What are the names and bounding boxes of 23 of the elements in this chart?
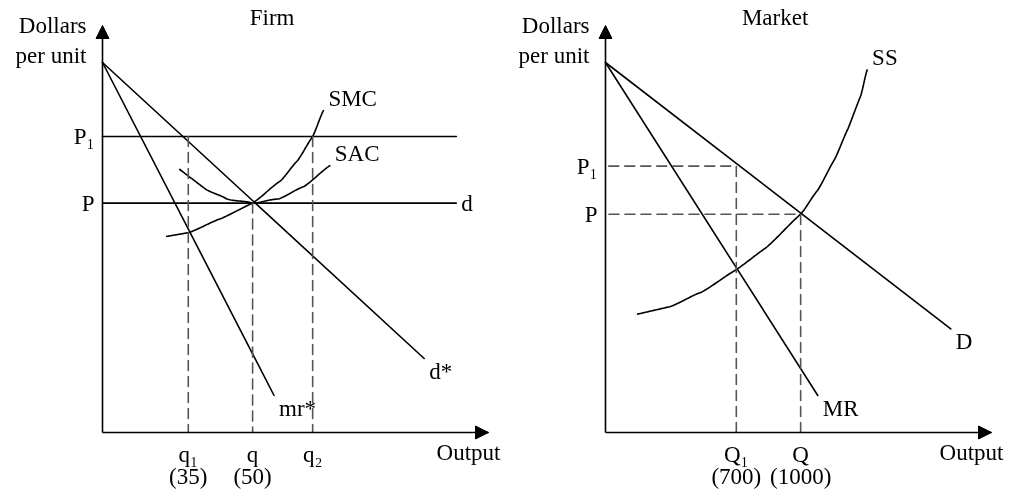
x-tick-label: q (50)	[233, 441, 272, 489]
x-axis-title: Output	[436, 439, 502, 465]
series-label: P₁	[576, 153, 598, 179]
series-label: MR	[822, 395, 860, 421]
x-tick-label: q₁ (35)	[169, 441, 208, 489]
x-axis-title: Output	[939, 439, 1005, 465]
chart-title: Market	[741, 4, 809, 30]
x-tick-label: Q (1000)	[769, 441, 832, 489]
series-label: SS	[872, 44, 898, 70]
y-axis-title: Dollars per unit	[518, 12, 591, 68]
annotation: P	[81, 190, 95, 216]
x-tick-label: Q₁ (700)	[711, 441, 762, 489]
series-label: P	[584, 201, 598, 227]
series-label: d	[461, 190, 474, 216]
y-axis-title: Dollars per unit	[15, 12, 88, 68]
series-label: SMC	[328, 85, 377, 111]
chart-title: Firm	[249, 4, 295, 30]
series-label: mr*	[279, 395, 317, 421]
series-label: d*	[429, 358, 453, 384]
series-label: P₁	[73, 124, 95, 149]
x-tick-label: q₂	[302, 441, 323, 467]
series-label: D	[955, 328, 973, 354]
series-label: SAC	[334, 140, 380, 166]
